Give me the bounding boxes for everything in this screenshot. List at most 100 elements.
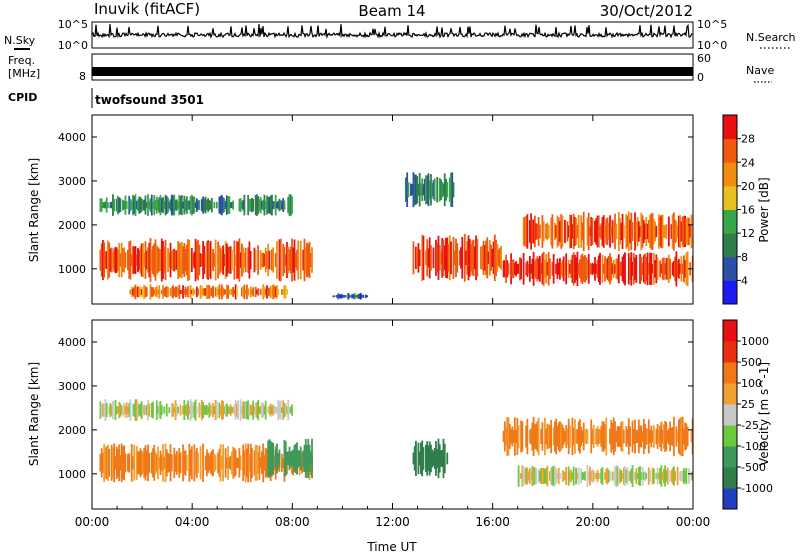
power-range-cell <box>158 197 161 214</box>
velocity-range-cell <box>630 468 633 484</box>
velocity-range-cell <box>508 423 511 450</box>
power-range-cell <box>531 258 534 279</box>
velocity-range-cell <box>273 455 276 471</box>
velocity-range-cell <box>550 467 553 485</box>
power-range-cell <box>642 220 645 243</box>
power-range-cell <box>157 289 159 295</box>
velocity-range-cell <box>249 443 252 483</box>
velocity-range-cell <box>271 406 273 414</box>
power-range-cell <box>188 239 191 281</box>
velocity-range-cell <box>657 429 660 444</box>
power-range-cell <box>574 217 576 246</box>
velocity-range-cell <box>213 406 216 415</box>
velocity-range-cell <box>257 399 260 421</box>
velocity-range-cell <box>507 417 510 456</box>
power-range-cell <box>410 183 412 196</box>
power-range-cell <box>204 196 207 214</box>
velocity-range-cell <box>152 448 154 478</box>
power-range-cell <box>666 257 669 280</box>
velocity-range-cell <box>118 444 121 482</box>
velocity-range-cell <box>659 425 661 448</box>
velocity-colorbar-tick-label: 100 <box>741 377 762 390</box>
power-range-cell <box>267 243 270 277</box>
velocity-range-cell <box>179 452 182 474</box>
power-range-cell <box>165 286 168 298</box>
velocity-range-cell <box>144 445 147 481</box>
velocity-range-cell <box>562 428 565 445</box>
velocity-range-cell <box>532 466 535 486</box>
power-range-cell <box>119 253 122 268</box>
power-range-cell <box>447 243 450 272</box>
velocity-range-cell <box>650 425 653 448</box>
velocity-y-label: Slant Range [km] <box>27 362 41 466</box>
velocity-range-cell <box>554 466 556 486</box>
power-range-cell <box>261 200 263 210</box>
velocity-range-cell <box>199 446 202 480</box>
power-range-cell <box>639 226 641 237</box>
power-range-cell <box>640 212 643 251</box>
power-range-cell <box>217 288 220 295</box>
velocity-range-cell <box>144 405 147 415</box>
power-range-cell <box>214 239 217 281</box>
velocity-range-cell <box>642 472 645 480</box>
power-range-cell <box>209 287 212 296</box>
station-title: Inuvik (fitACF) <box>94 0 200 18</box>
velocity-colorbar-swatch <box>723 446 737 468</box>
velocity-range-cell <box>138 404 141 416</box>
velocity-range-cell <box>289 406 292 414</box>
power-range-cell <box>530 264 533 274</box>
velocity-colorbar-label: Velocity [m s^-1] <box>757 362 771 466</box>
power-range-cell <box>680 256 683 282</box>
power-colorbar-swatch <box>723 138 737 163</box>
velocity-range-cell <box>215 401 218 419</box>
power-range-cell <box>248 198 251 212</box>
power-range-cell <box>546 262 549 276</box>
velocity-range-cell <box>679 471 682 481</box>
velocity-range-cell <box>685 423 688 450</box>
power-range-cell <box>361 295 363 298</box>
power-range-cell <box>183 195 186 215</box>
power-range-cell <box>571 254 574 283</box>
power-range-cell <box>262 252 265 268</box>
velocity-range-cell <box>661 471 664 481</box>
power-range-cell <box>358 293 361 299</box>
power-range-cell <box>223 198 226 213</box>
time-tick-label: 08:00 <box>275 515 310 529</box>
power-range-cell <box>140 288 143 296</box>
power-range-cell <box>125 201 128 210</box>
velocity-range-cell <box>129 399 132 421</box>
power-range-cell <box>227 285 230 299</box>
velocity-range-cell <box>425 444 427 473</box>
power-range-cell <box>134 284 137 300</box>
power-range-cell <box>675 251 678 287</box>
velocity-range-cell <box>291 404 293 416</box>
velocity-range-cell <box>685 467 688 485</box>
power-range-cell <box>212 285 214 299</box>
time-tick-label: 12:00 <box>375 515 410 529</box>
velocity-range-cell <box>234 400 237 421</box>
power-range-cell <box>430 245 432 271</box>
velocity-range-cell <box>114 400 117 421</box>
power-range-cell <box>579 259 581 279</box>
velocity-range-cell <box>675 426 678 447</box>
power-range-cell <box>202 196 204 214</box>
velocity-range-cell <box>133 403 136 417</box>
power-range-cell <box>177 241 179 280</box>
power-range-cell <box>112 251 114 269</box>
power-range-cell <box>652 252 655 285</box>
power-range-cell <box>175 286 178 298</box>
velocity-range-cell <box>308 444 311 472</box>
power-range-cell <box>224 241 227 279</box>
velocity-range-cell <box>170 454 173 472</box>
velocity-range-cell <box>267 407 270 414</box>
power-range-cell <box>687 217 690 246</box>
power-range-cell <box>606 257 609 280</box>
power-range-cell <box>332 295 335 298</box>
velocity-range-cell <box>258 445 261 480</box>
power-range-cell <box>634 257 636 281</box>
power-range-cell <box>535 223 538 240</box>
power-colorbar-tick-label: 20 <box>741 180 755 193</box>
power-range-cell <box>614 264 616 274</box>
velocity-range-cell <box>587 471 590 481</box>
